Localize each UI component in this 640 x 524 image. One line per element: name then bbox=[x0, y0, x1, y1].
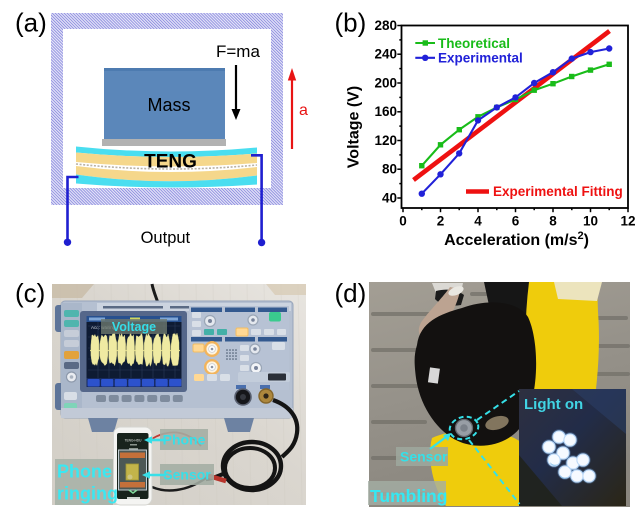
svg-text:a: a bbox=[299, 102, 308, 119]
svg-text:Sensor: Sensor bbox=[400, 449, 448, 465]
svg-text:4: 4 bbox=[474, 214, 482, 229]
svg-text:(d): (d) bbox=[335, 278, 367, 308]
svg-text:Voltage (V): Voltage (V) bbox=[346, 86, 363, 168]
svg-text:ringing: ringing bbox=[57, 484, 118, 504]
svg-text:(a): (a) bbox=[15, 8, 47, 38]
svg-text:200: 200 bbox=[374, 75, 397, 90]
svg-text:10: 10 bbox=[583, 214, 598, 229]
svg-text:TENG-HDU: TENG-HDU bbox=[125, 439, 143, 443]
svg-text:Experimental: Experimental bbox=[438, 51, 523, 66]
svg-text:Voltage: Voltage bbox=[112, 320, 156, 334]
svg-text:12: 12 bbox=[620, 214, 635, 229]
svg-text:Acceleration (m/s2): Acceleration (m/s2) bbox=[444, 230, 589, 249]
svg-text:80: 80 bbox=[382, 162, 397, 177]
svg-text:8: 8 bbox=[549, 214, 557, 229]
svg-text:Output: Output bbox=[141, 229, 191, 247]
svg-text:Sensor: Sensor bbox=[163, 467, 211, 483]
svg-text:40: 40 bbox=[382, 190, 397, 205]
svg-text:280: 280 bbox=[374, 18, 397, 33]
svg-text:2: 2 bbox=[437, 214, 445, 229]
svg-text:Phone: Phone bbox=[57, 462, 112, 482]
svg-text:Tumbling: Tumbling bbox=[370, 486, 447, 506]
svg-text:F=ma: F=ma bbox=[216, 42, 260, 61]
svg-text:(b): (b) bbox=[335, 8, 367, 38]
svg-text:Phone: Phone bbox=[163, 432, 206, 448]
svg-text:6: 6 bbox=[512, 214, 520, 229]
svg-text:(c): (c) bbox=[15, 278, 45, 308]
svg-text:120: 120 bbox=[374, 133, 397, 148]
svg-text:160: 160 bbox=[374, 104, 397, 119]
svg-text:Mass: Mass bbox=[147, 95, 190, 115]
svg-text:240: 240 bbox=[374, 47, 397, 62]
svg-text:0: 0 bbox=[399, 214, 407, 229]
svg-text:Experimental Fitting: Experimental Fitting bbox=[493, 184, 623, 199]
svg-text:Light on: Light on bbox=[524, 396, 583, 413]
svg-text:Theoretical: Theoretical bbox=[438, 36, 510, 51]
svg-text:TENG: TENG bbox=[144, 152, 197, 173]
